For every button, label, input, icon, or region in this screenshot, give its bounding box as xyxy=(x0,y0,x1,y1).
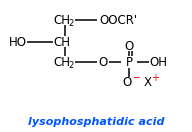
Text: CH: CH xyxy=(54,13,70,27)
Text: OOCR': OOCR' xyxy=(99,13,137,27)
Text: lysophosphatidic acid: lysophosphatidic acid xyxy=(28,117,164,127)
Text: HO: HO xyxy=(9,36,27,48)
Text: O: O xyxy=(124,39,134,53)
Text: P: P xyxy=(126,55,132,69)
Text: 2: 2 xyxy=(68,18,74,27)
Text: CH: CH xyxy=(54,55,70,69)
Text: −: − xyxy=(133,73,141,83)
Text: 2: 2 xyxy=(68,60,74,70)
Text: CH: CH xyxy=(54,36,70,48)
Text: +: + xyxy=(151,73,159,83)
Text: OH: OH xyxy=(149,55,167,69)
Text: O: O xyxy=(122,76,132,88)
Text: X: X xyxy=(144,76,152,88)
Text: O: O xyxy=(98,55,108,69)
